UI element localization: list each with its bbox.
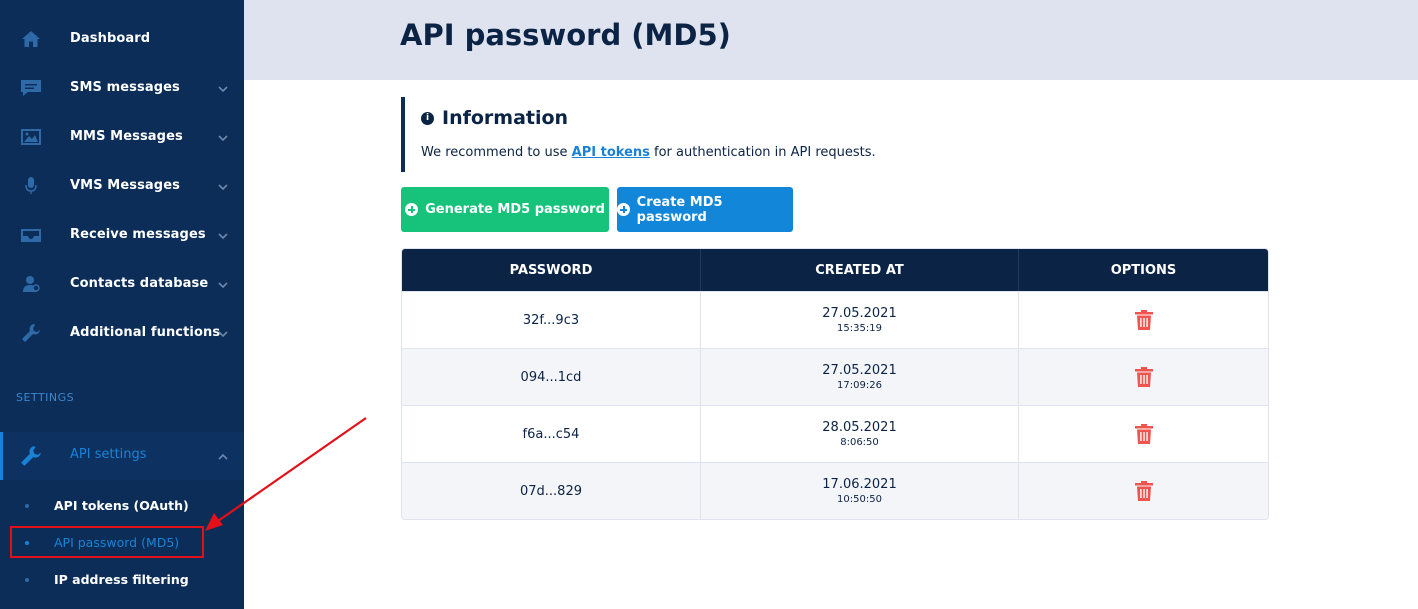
sidebar-subitem-label: API password (MD5)	[54, 535, 180, 550]
sidebar-item-api-settings[interactable]: API settings	[0, 432, 244, 480]
created-at-cell: 27.05.2021 17:09:26	[700, 349, 1018, 405]
passwords-table: PASSWORD CREATED AT OPTIONS 32f...9c3 27…	[401, 248, 1269, 520]
sidebar-item-sms-messages[interactable]: SMS messages	[0, 63, 244, 112]
options-cell	[1018, 463, 1268, 519]
info-box: i Information We recommend to use API to…	[401, 97, 905, 172]
created-at-cell: 27.05.2021 15:35:19	[700, 292, 1018, 348]
sidebar-item-label: VMS Messages	[70, 178, 180, 193]
plus-circle-icon	[405, 203, 419, 216]
sidebar-item-additional-functions[interactable]: Additional functions	[0, 308, 244, 357]
sidebar-subitem-api-tokens[interactable]: API tokens (OAuth)	[0, 491, 244, 521]
sidebar-item-label: MMS Messages	[70, 129, 183, 144]
bullet-icon	[25, 541, 29, 545]
sidebar-item-vms-messages[interactable]: VMS Messages	[0, 161, 244, 210]
table-row: 094...1cd 27.05.2021 17:09:26	[402, 348, 1268, 405]
image-icon	[20, 126, 42, 148]
sidebar-subitem-label: API tokens (OAuth)	[54, 498, 189, 513]
info-title-text: Information	[442, 107, 569, 129]
column-header-options: OPTIONS	[1018, 249, 1268, 291]
sidebar-section-title: SETTINGS	[16, 391, 75, 404]
generate-md5-label: Generate MD5 password	[425, 202, 605, 217]
chevron-down-icon	[216, 81, 230, 95]
trash-icon[interactable]	[1134, 481, 1153, 501]
active-indicator	[0, 432, 3, 480]
chevron-down-icon	[216, 130, 230, 144]
trash-icon[interactable]	[1134, 367, 1153, 387]
password-value: 32f...9c3	[522, 312, 580, 328]
api-tokens-link[interactable]: API tokens	[571, 145, 650, 160]
trash-icon[interactable]	[1134, 424, 1153, 444]
bullet-icon	[25, 504, 29, 508]
created-time: 8:06:50	[840, 437, 879, 448]
sidebar-subitem-label: IP address filtering	[54, 572, 189, 587]
password-cell: 32f...9c3	[402, 292, 700, 348]
trash-icon[interactable]	[1134, 310, 1153, 330]
password-value: f6a...c54	[522, 426, 580, 442]
contacts-icon	[20, 273, 42, 295]
password-value: 094...1cd	[520, 369, 582, 385]
sidebar-subitem-api-password[interactable]: API password (MD5)	[0, 528, 244, 558]
password-cell: 094...1cd	[402, 349, 700, 405]
page-title: API password (MD5)	[400, 18, 731, 52]
sidebar-item-label: Dashboard	[70, 31, 151, 46]
plus-circle-icon	[617, 203, 630, 216]
created-time: 17:09:26	[837, 380, 882, 391]
table-header: PASSWORD CREATED AT OPTIONS	[402, 249, 1268, 291]
create-md5-label: Create MD5 password	[636, 194, 723, 225]
create-md5-button[interactable]: Create MD5 password	[617, 187, 793, 232]
wrench-icon	[20, 322, 42, 344]
sidebar-item-label: Receive messages	[70, 227, 206, 242]
created-date: 17.06.2021	[822, 477, 897, 492]
column-header-password: PASSWORD	[509, 262, 593, 278]
chevron-down-icon	[216, 228, 230, 242]
column-header-created-at: CREATED AT	[700, 249, 1018, 291]
info-text-after: for authentication in API requests.	[654, 145, 876, 160]
sidebar-item-label: API settings	[70, 447, 147, 462]
info-text-before: We recommend to use	[421, 145, 568, 160]
highlight-box	[10, 526, 204, 558]
info-icon: i	[421, 111, 434, 125]
page-header: API password (MD5)	[244, 0, 1418, 80]
options-cell	[1018, 292, 1268, 348]
created-time: 10:50:50	[837, 494, 882, 505]
bullet-icon	[25, 578, 29, 582]
wrench-icon	[20, 445, 42, 467]
generate-md5-button[interactable]: Generate MD5 password	[401, 187, 609, 232]
table-row: 07d...829 17.06.2021 10:50:50	[402, 462, 1268, 519]
sidebar-item-label: Contacts database	[70, 276, 209, 291]
sidebar-item-mms-messages[interactable]: MMS Messages	[0, 112, 244, 161]
inbox-icon	[20, 224, 42, 246]
home-icon	[20, 28, 42, 50]
table-body: 32f...9c3 27.05.2021 15:35:19 094...1cd …	[402, 291, 1268, 519]
created-date: 28.05.2021	[822, 420, 897, 435]
sidebar-item-dashboard[interactable]: Dashboard	[0, 14, 244, 63]
table-row: 32f...9c3 27.05.2021 15:35:19	[402, 291, 1268, 348]
sidebar-item-label: Additional functions	[70, 325, 221, 340]
sidebar-subitem-ip-filtering[interactable]: IP address filtering	[0, 565, 244, 595]
microphone-icon	[20, 175, 42, 197]
chat-icon	[20, 77, 42, 99]
chevron-down-icon	[216, 179, 230, 193]
sidebar-item-receive-messages[interactable]: Receive messages	[0, 210, 244, 259]
created-at-cell: 17.06.2021 10:50:50	[700, 463, 1018, 519]
sidebar-item-label: SMS messages	[70, 80, 180, 95]
sidebar: Dashboard SMS messages MMS Messages VMS …	[0, 0, 244, 609]
info-title: i Information	[421, 107, 568, 129]
sidebar-item-contacts-database[interactable]: Contacts database	[0, 259, 244, 308]
info-text: We recommend to use API tokens for authe…	[421, 145, 876, 160]
created-date: 27.05.2021	[822, 363, 897, 378]
password-cell: 07d...829	[402, 463, 700, 519]
options-cell	[1018, 349, 1268, 405]
password-value: 07d...829	[519, 483, 582, 499]
chevron-down-icon	[216, 277, 230, 291]
created-at-cell: 28.05.2021 8:06:50	[700, 406, 1018, 462]
password-cell: f6a...c54	[402, 406, 700, 462]
created-date: 27.05.2021	[822, 306, 897, 321]
created-time: 15:35:19	[837, 323, 882, 334]
chevron-up-icon	[216, 449, 230, 463]
options-cell	[1018, 406, 1268, 462]
chevron-down-icon	[216, 326, 230, 340]
table-row: f6a...c54 28.05.2021 8:06:50	[402, 405, 1268, 462]
